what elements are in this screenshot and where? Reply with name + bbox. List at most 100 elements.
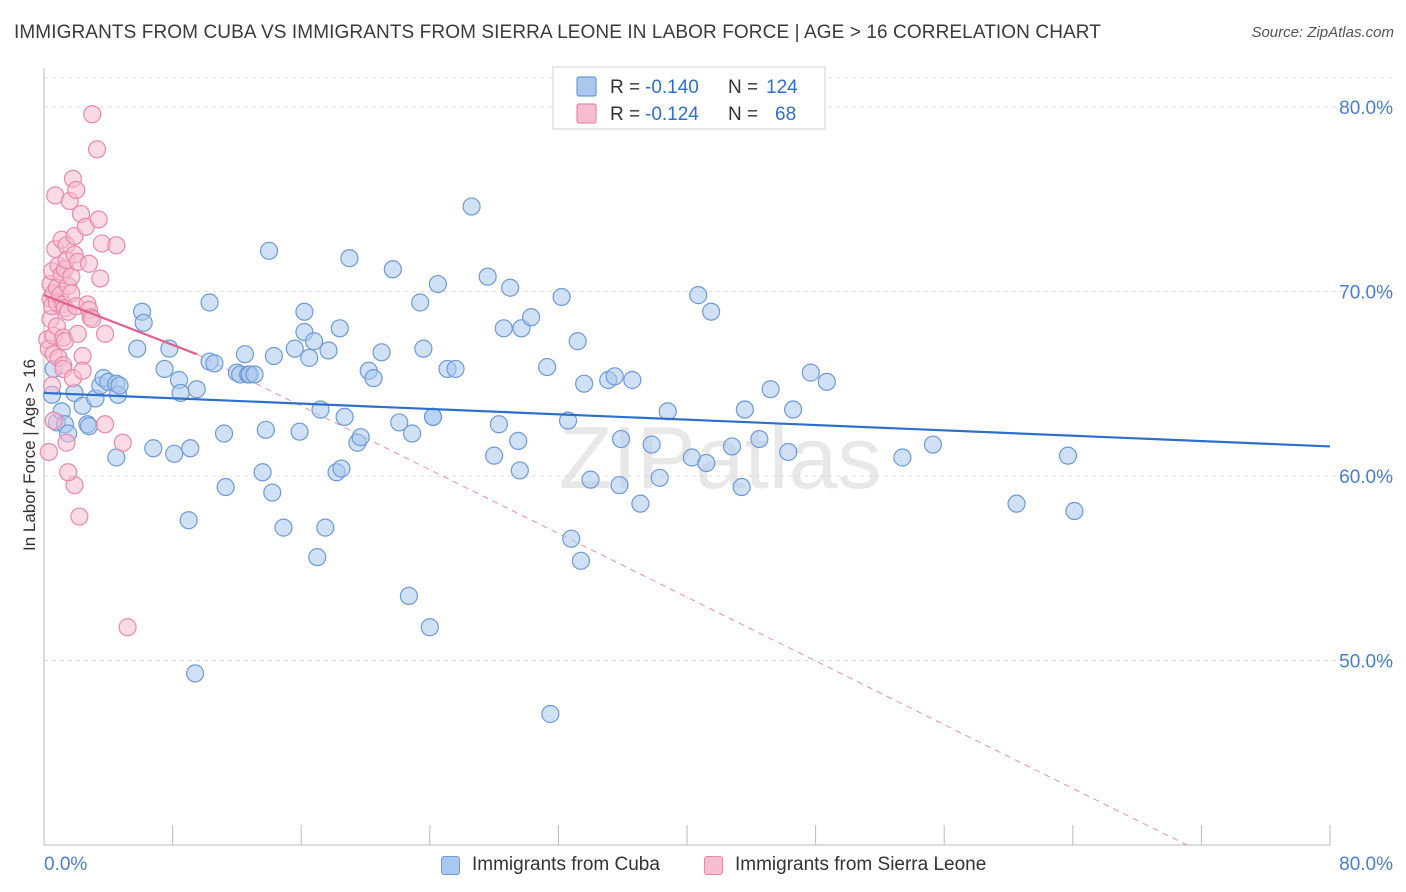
cuba-point	[494, 319, 513, 338]
points-cuba	[42, 197, 1084, 724]
cuba-point	[274, 518, 293, 537]
y-tick-label: 70.0%	[1339, 282, 1393, 303]
cuba-point	[264, 346, 283, 366]
cuba-point	[165, 444, 184, 463]
source-label: Source: ZipAtlas.com	[1251, 24, 1394, 41]
cuba-point	[134, 313, 153, 332]
legend-n-label-sierra-leone: N =	[728, 104, 758, 125]
cuba-point	[245, 365, 264, 384]
cuba-point	[893, 448, 912, 467]
cuba-point	[403, 424, 422, 443]
sierra-leone-point	[57, 433, 76, 452]
sierra-leone-point	[68, 324, 87, 343]
sierra-leone-point	[67, 180, 86, 200]
cuba-point	[923, 435, 943, 454]
cuba-point	[79, 417, 99, 436]
y-tick-label: 50.0%	[1339, 651, 1393, 672]
cuba-point	[501, 278, 520, 297]
sierra-leone-point	[44, 411, 63, 430]
legend-item-sierra-leone[interactable]: Immigrants from Sierra Leone	[704, 854, 986, 876]
watermark: ZIPatlas	[559, 408, 882, 507]
sierra-leone-point	[89, 210, 108, 229]
cuba-point	[732, 477, 751, 497]
legend-item-cuba[interactable]: Immigrants from Cuba	[441, 854, 660, 876]
x-tick-label: 0.0%	[44, 854, 87, 875]
cuba-point	[179, 511, 198, 530]
cuba-point	[1065, 501, 1084, 521]
cuba-point	[650, 468, 669, 487]
sierra-leone-point	[95, 324, 115, 343]
cuba-point	[295, 302, 314, 321]
cuba-point	[642, 435, 661, 454]
cuba-point	[285, 339, 304, 358]
cuba-point	[304, 332, 324, 351]
sierra-leone-point	[118, 618, 137, 637]
cuba-point	[575, 374, 594, 393]
cuba-point	[383, 260, 402, 279]
cuba-point	[478, 267, 497, 286]
cuba-point	[1058, 446, 1078, 465]
cuba-point	[330, 319, 349, 338]
sierra-leone-trend-extension	[196, 353, 1188, 846]
sierra-leone-point	[73, 361, 92, 380]
legend-swatch-cuba-bottom	[441, 855, 460, 875]
cuba-point	[623, 370, 642, 390]
sierra-leone-point	[107, 236, 126, 255]
cuba-point	[340, 249, 359, 268]
cuba-trend-line	[43, 391, 1331, 448]
legend-swatch-sierra-leone	[576, 103, 597, 124]
cuba-point	[562, 529, 581, 548]
legend-n-value-cuba: 124	[766, 77, 798, 98]
cuba-point	[779, 442, 798, 462]
cuba-point	[538, 357, 557, 377]
cuba-point	[308, 548, 327, 567]
cuba-point	[411, 293, 430, 312]
cuba-point	[761, 380, 780, 399]
cuba-point	[214, 424, 234, 443]
sierra-leone-point	[95, 415, 115, 434]
cuba-point	[658, 402, 677, 421]
legend-r-value-sierra-leone: -0.124	[645, 104, 699, 125]
cuba-point	[290, 422, 309, 441]
cuba-point	[462, 197, 481, 216]
cuba-point	[783, 400, 803, 419]
cuba-point	[697, 453, 716, 473]
cuba-point	[128, 339, 147, 358]
trend-extensions	[196, 353, 1188, 846]
cuba-point	[364, 369, 383, 388]
cuba-point	[489, 415, 509, 434]
bottom-legend: Immigrants from Cuba Immigrants from Sie…	[0, 850, 1406, 880]
cuba-point	[205, 354, 224, 373]
legend-r-value-cuba: -0.140	[645, 77, 699, 98]
cuba-point	[256, 420, 275, 439]
y-tick-label: 60.0%	[1339, 467, 1393, 488]
cuba-point	[390, 413, 409, 432]
cuba-point	[722, 437, 742, 456]
cuba-point	[253, 463, 272, 482]
sierra-leone-point	[83, 105, 102, 124]
legend-r-label-sierra-leone: R =	[610, 104, 640, 125]
sierra-leone-point	[39, 442, 58, 462]
cuba-point	[319, 341, 338, 360]
cuba-point	[186, 664, 205, 683]
cuba-point	[372, 343, 391, 362]
cuba-point	[316, 518, 335, 537]
cuba-point	[144, 439, 163, 458]
cuba-point	[801, 363, 820, 382]
sierra-leone-trend-line	[43, 294, 198, 356]
cuba-point	[510, 461, 529, 480]
cuba-point	[181, 439, 200, 458]
cuba-point	[631, 494, 650, 513]
cuba-point	[200, 293, 219, 312]
cuba-point	[817, 372, 836, 391]
cuba-point	[568, 332, 587, 351]
cuba-point	[300, 348, 319, 367]
x-tick-labels: 0.0% 80.0%	[44, 854, 1393, 875]
cuba-point	[581, 470, 600, 489]
cuba-point	[259, 241, 279, 260]
cuba-point	[332, 459, 351, 478]
cuba-point	[571, 551, 591, 570]
cuba-point	[335, 407, 354, 427]
cuba-point	[399, 586, 419, 605]
sierra-leone-point	[91, 269, 110, 288]
